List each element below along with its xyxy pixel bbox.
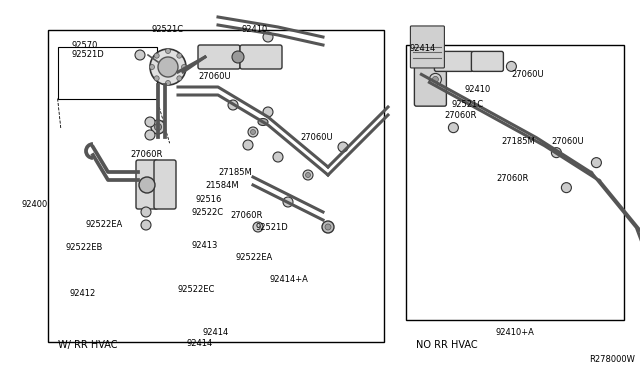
Text: 21584M: 21584M <box>205 180 239 189</box>
Circle shape <box>591 158 602 168</box>
Text: NO RR HVAC: NO RR HVAC <box>417 340 478 350</box>
Text: 27060U: 27060U <box>552 137 584 146</box>
Bar <box>58 46 157 99</box>
Circle shape <box>145 130 155 140</box>
Circle shape <box>150 49 186 85</box>
Text: 27060R: 27060R <box>497 174 529 183</box>
Circle shape <box>177 76 182 81</box>
Text: 27060U: 27060U <box>300 132 333 141</box>
Circle shape <box>145 117 155 127</box>
Text: 92414: 92414 <box>410 44 436 53</box>
Text: 27060R: 27060R <box>230 211 262 219</box>
Circle shape <box>506 61 516 71</box>
Text: 92413: 92413 <box>192 241 218 250</box>
Text: 27060R: 27060R <box>444 111 477 120</box>
FancyBboxPatch shape <box>435 51 474 71</box>
Circle shape <box>141 207 151 217</box>
Circle shape <box>232 51 244 63</box>
Circle shape <box>305 173 310 177</box>
Text: 92410: 92410 <box>242 25 268 33</box>
Circle shape <box>158 57 178 77</box>
Circle shape <box>263 32 273 42</box>
Circle shape <box>338 142 348 152</box>
Circle shape <box>141 220 151 230</box>
Text: 27185M: 27185M <box>218 167 252 176</box>
Text: 92410+A: 92410+A <box>496 328 534 337</box>
FancyBboxPatch shape <box>415 52 447 106</box>
Text: 92521C: 92521C <box>451 100 484 109</box>
Text: W/ RR HVAC: W/ RR HVAC <box>58 340 118 350</box>
Circle shape <box>151 120 165 134</box>
Text: 92414: 92414 <box>203 328 229 337</box>
Bar <box>406 45 624 320</box>
Circle shape <box>154 124 161 131</box>
Circle shape <box>429 73 442 86</box>
FancyBboxPatch shape <box>136 160 158 209</box>
Bar <box>48 30 384 342</box>
Circle shape <box>283 197 293 207</box>
Text: 92522EA: 92522EA <box>235 253 272 262</box>
Circle shape <box>243 140 253 150</box>
Circle shape <box>253 222 263 232</box>
Text: 92414+A: 92414+A <box>270 276 309 285</box>
Text: 92521D: 92521D <box>72 49 105 58</box>
Text: 92521D: 92521D <box>255 222 288 231</box>
Text: 92400: 92400 <box>22 199 48 208</box>
Circle shape <box>228 100 238 110</box>
Text: 92570: 92570 <box>72 41 99 49</box>
Text: 92522EB: 92522EB <box>65 243 102 251</box>
Text: 92412: 92412 <box>70 289 96 298</box>
Circle shape <box>552 148 561 158</box>
Text: 92414: 92414 <box>187 340 213 349</box>
Circle shape <box>273 152 283 162</box>
Circle shape <box>135 50 145 60</box>
Text: 92410: 92410 <box>465 85 491 94</box>
Circle shape <box>166 48 170 54</box>
FancyBboxPatch shape <box>198 45 240 69</box>
Ellipse shape <box>258 119 268 125</box>
Circle shape <box>166 80 170 86</box>
FancyBboxPatch shape <box>472 51 504 71</box>
Circle shape <box>182 64 186 70</box>
Circle shape <box>177 53 182 58</box>
Circle shape <box>250 129 255 135</box>
FancyBboxPatch shape <box>240 45 282 69</box>
Circle shape <box>150 64 154 70</box>
Text: 27185M: 27185M <box>501 137 535 146</box>
Circle shape <box>449 123 458 133</box>
Circle shape <box>154 76 159 81</box>
Text: R278000W: R278000W <box>589 355 635 364</box>
Text: 27060R: 27060R <box>130 150 163 158</box>
Text: 92522EA: 92522EA <box>85 219 122 228</box>
Text: 92521C: 92521C <box>152 25 184 33</box>
Text: 92522EC: 92522EC <box>178 285 216 295</box>
Text: 92522C: 92522C <box>191 208 223 217</box>
Circle shape <box>248 127 258 137</box>
Circle shape <box>322 221 334 233</box>
FancyBboxPatch shape <box>410 26 444 68</box>
Circle shape <box>561 183 572 193</box>
Circle shape <box>154 53 159 58</box>
FancyBboxPatch shape <box>154 160 176 209</box>
Text: 27060U: 27060U <box>511 70 544 79</box>
Text: 27060U: 27060U <box>198 71 230 80</box>
Circle shape <box>139 177 155 193</box>
Circle shape <box>303 170 313 180</box>
Text: 92516: 92516 <box>195 195 221 203</box>
Circle shape <box>263 107 273 117</box>
Circle shape <box>433 76 438 83</box>
Circle shape <box>325 224 331 230</box>
